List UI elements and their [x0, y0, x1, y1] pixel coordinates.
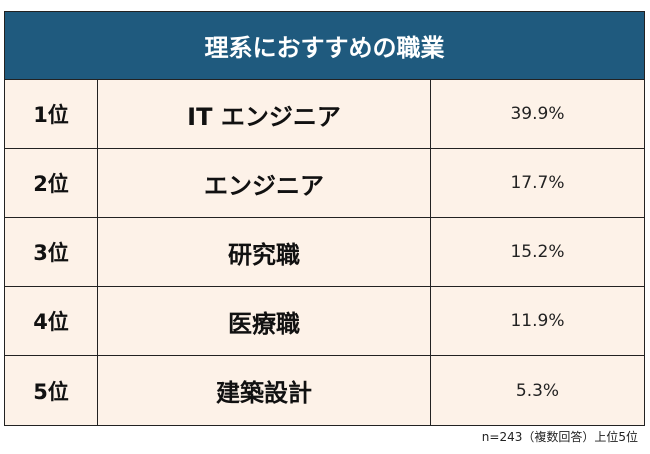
rank-cell: 2位	[5, 149, 98, 217]
percent-cell: 11.9%	[510, 311, 565, 331]
rank-cell: 4位	[5, 287, 98, 355]
job-cell: IT エンジニア	[98, 80, 431, 148]
job-cell: 研究職	[98, 218, 431, 286]
rank-cell: 3位	[5, 218, 98, 286]
table-row: 2位 エンジニア 17.7%	[5, 149, 644, 218]
table-row: 1位 IT エンジニア 39.9%	[5, 80, 644, 149]
table-title: 理系におすすめの職業	[5, 12, 644, 80]
ranking-table: 理系におすすめの職業 1位 IT エンジニア 39.9% 2位 エンジニア 17.7% 3位…	[4, 11, 645, 426]
percent-cell: 5.3%	[515, 380, 560, 401]
percent-cell: 17.7%	[510, 173, 565, 193]
table-row: 5位 建築設計 5.3%	[5, 356, 644, 425]
table-row: 3位 研究職 15.2%	[5, 218, 644, 287]
rank-cell: 1位	[5, 80, 98, 148]
job-cell: エンジニア	[98, 149, 431, 217]
job-cell: 医療職	[98, 287, 431, 355]
footnote: n=243（複数回答）上位5位	[481, 430, 638, 444]
job-cell: 建築設計	[98, 356, 431, 425]
rank-cell: 5位	[5, 356, 98, 425]
table-row: 4位 医療職 11.9%	[5, 287, 644, 356]
percent-cell: 15.2%	[510, 242, 565, 262]
percent-cell: 39.9%	[510, 104, 565, 124]
